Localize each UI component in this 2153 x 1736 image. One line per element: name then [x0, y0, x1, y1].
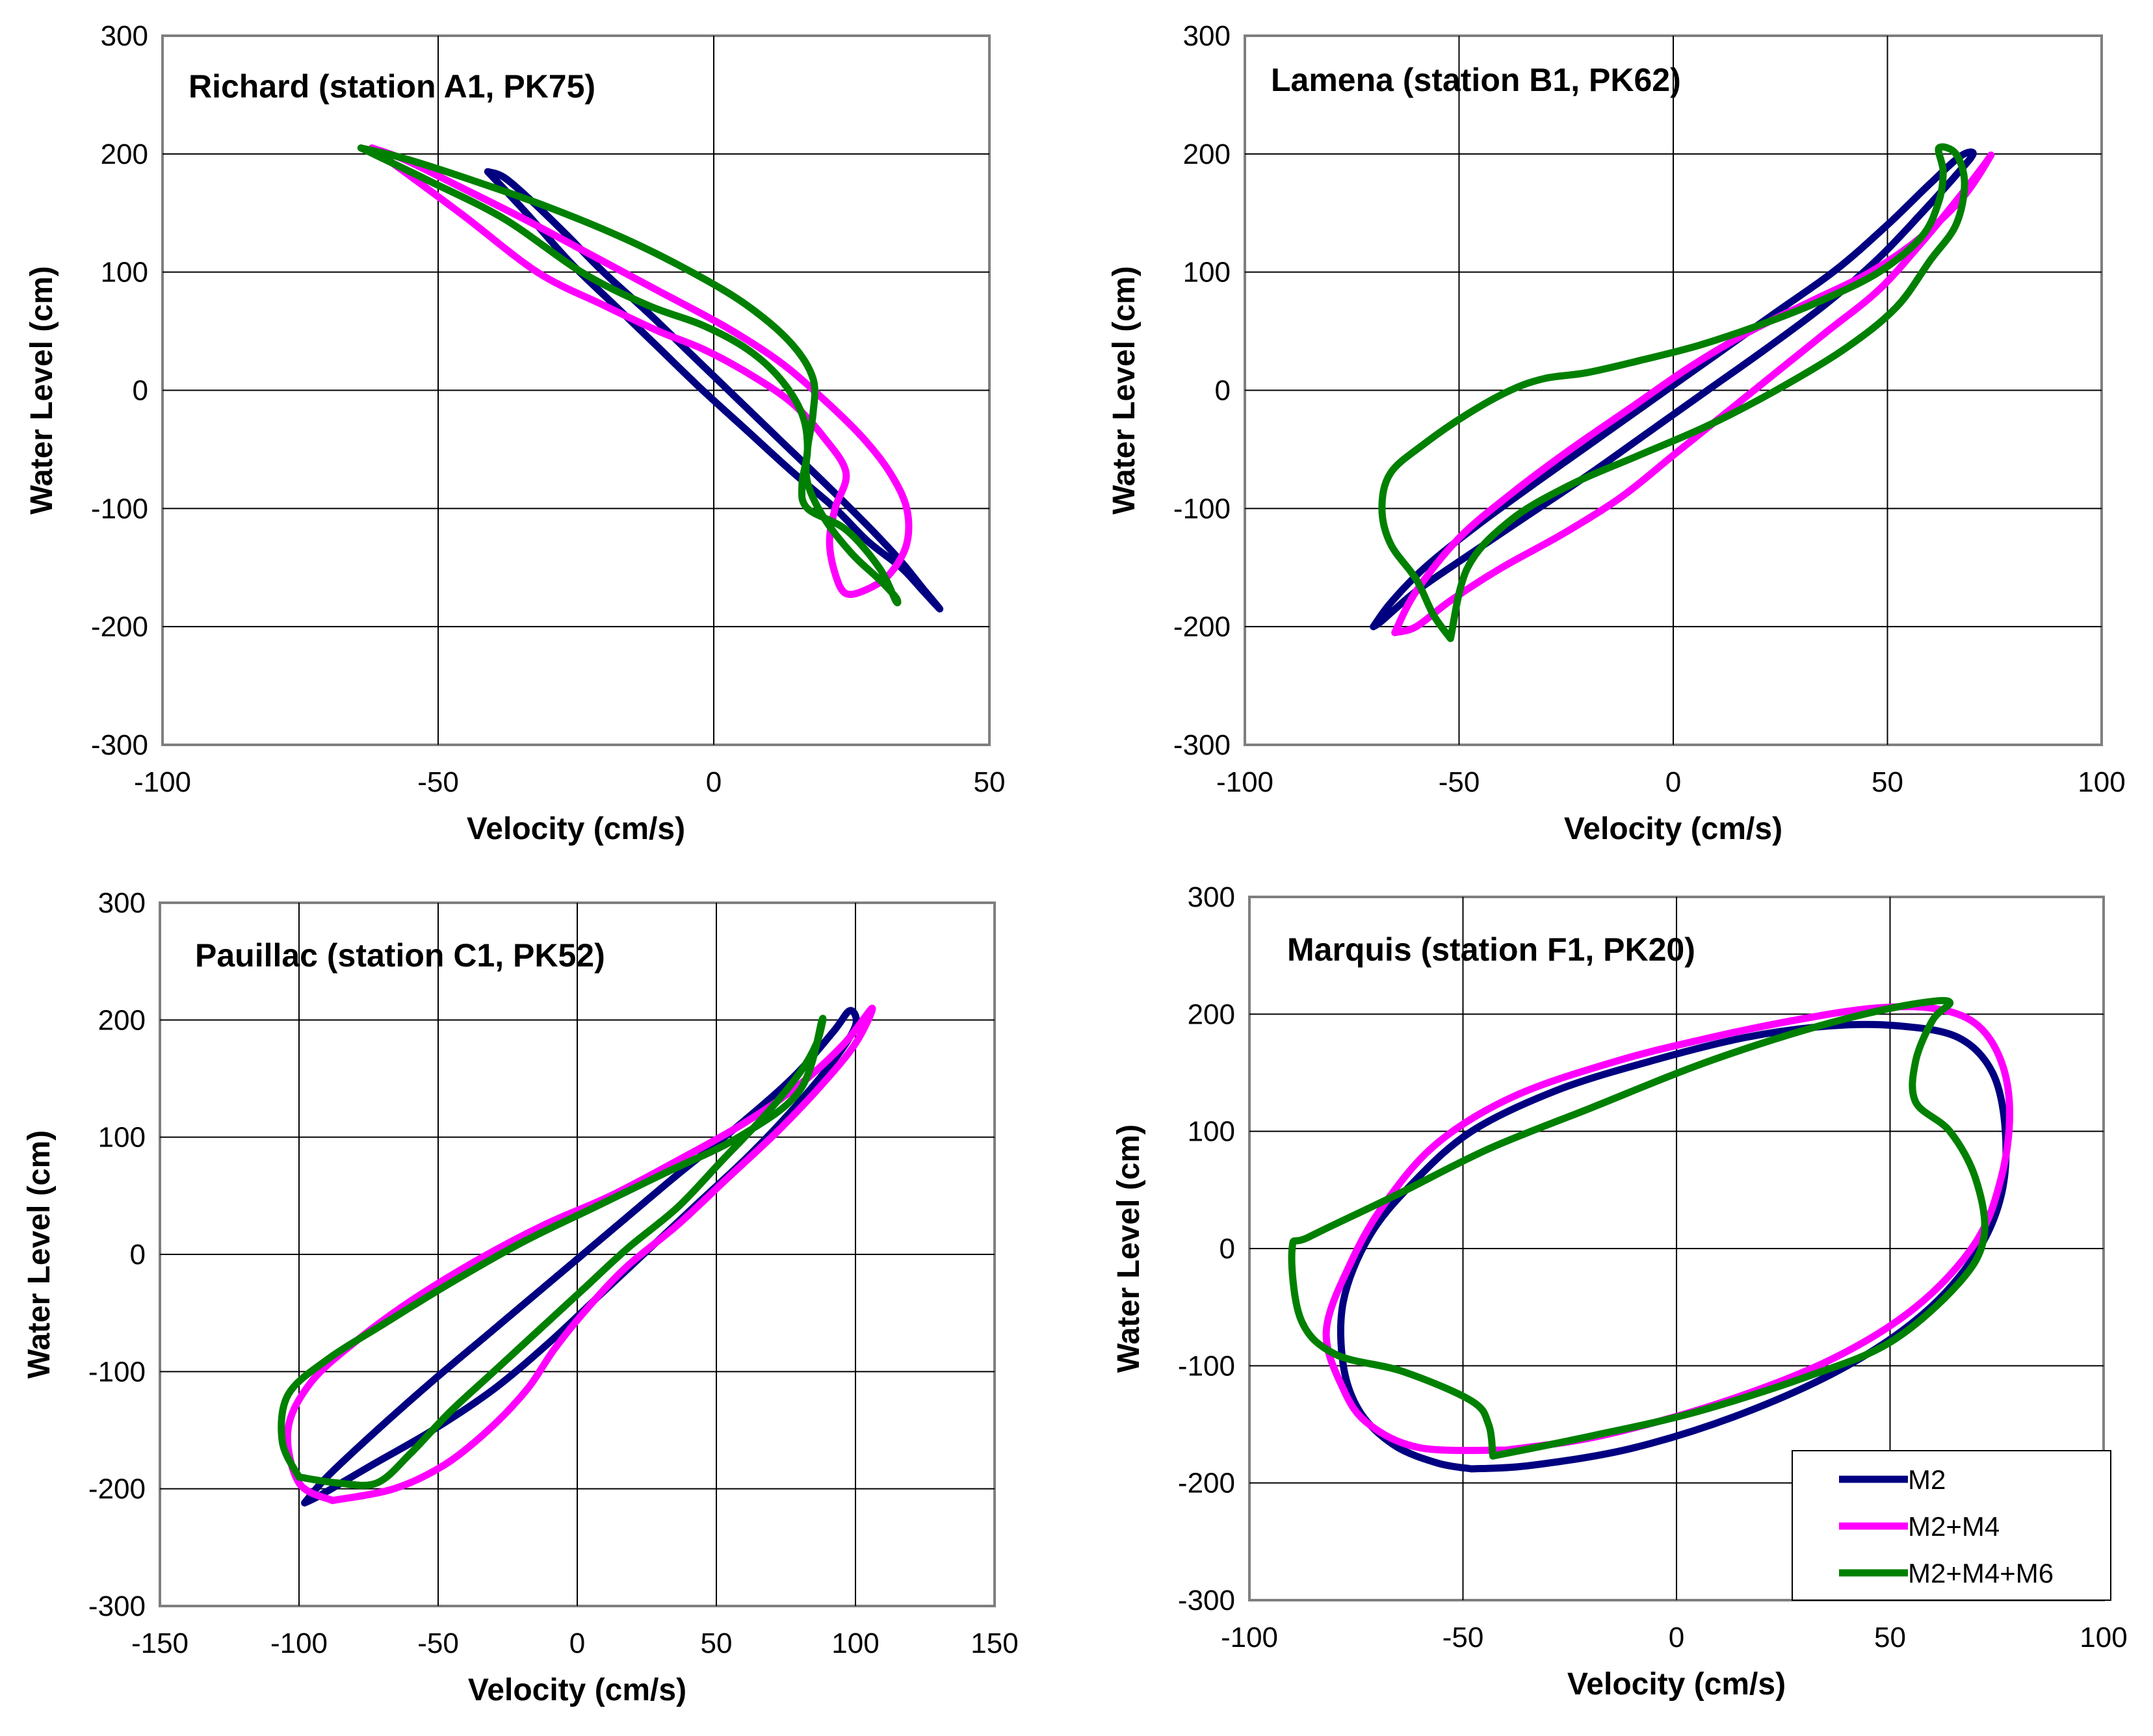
y-tick-label: 300	[98, 887, 146, 919]
series-line-m2-m4	[1322, 1003, 2013, 1455]
x-tick-label: 0	[569, 1627, 585, 1659]
y-tick-label: -300	[91, 729, 148, 761]
x-tick-label: -50	[417, 766, 459, 798]
y-tick-label: -100	[88, 1356, 146, 1388]
x-tick-label: -100	[134, 766, 191, 798]
y-axis-title: Water Level (cm)	[22, 1130, 57, 1379]
x-tick-label: 150	[971, 1627, 1018, 1659]
series-line-m2-m4	[368, 144, 913, 599]
panel-2: -100 -50 0 50 100 -300 -200 -100 0 100 200 300 Veloc…	[1107, 20, 2126, 846]
y-tick-label: -200	[88, 1473, 146, 1505]
y-tick-label: 100	[101, 257, 148, 289]
x-tick-label: -50	[1442, 1622, 1484, 1653]
y-tick-label: -100	[1173, 493, 1231, 525]
x-tick-label: 100	[2080, 1622, 2127, 1653]
y-tick-label: 200	[98, 1004, 146, 1036]
y-tick-label: 300	[1188, 881, 1235, 913]
x-tick-label: 100	[831, 1627, 879, 1659]
y-tick-label: 0	[130, 1239, 146, 1271]
y-axis-title: Water Level (cm)	[1107, 266, 1142, 514]
y-tick-label: 300	[1183, 20, 1231, 52]
y-tick-label: 100	[1183, 257, 1231, 289]
legend: M2 M2+M4 M2+M4+M6	[1792, 1450, 2111, 1601]
series-line-m2	[484, 168, 944, 613]
x-tick-label: 50	[1872, 766, 1903, 798]
series-line-m2-m4-m6	[1378, 143, 1968, 642]
legend-label: M2	[1908, 1464, 1946, 1495]
x-tick-label: -150	[131, 1627, 189, 1659]
x-tick-label: -50	[417, 1627, 459, 1659]
y-tick-label: -100	[1178, 1350, 1235, 1382]
x-tick-label: 0	[1669, 1622, 1684, 1653]
series-line-m2-m4-m6	[357, 144, 902, 606]
series-line-m2-m4-m6	[1288, 996, 1989, 1460]
y-tick-label: -300	[1173, 729, 1231, 761]
x-axis-title: Velocity (cm/s)	[468, 1673, 686, 1707]
x-tick-label: -50	[1439, 766, 1480, 798]
panel-title: Marquis (station F1, PK20)	[1287, 931, 1695, 968]
series-line-m2-m4-m6	[278, 1015, 827, 1489]
y-tick-label: 200	[1188, 998, 1235, 1030]
y-tick-label: 100	[98, 1122, 146, 1154]
panel-4: -100 -50 0 50 100 -300 -200 -100 0 100 200 300 Veloc…	[1112, 881, 2128, 1702]
y-tick-label: 200	[101, 138, 148, 170]
y-tick-label: -300	[1178, 1585, 1235, 1616]
series-line-m2-m4	[1391, 151, 1995, 636]
x-tick-label: 100	[2078, 766, 2125, 798]
x-tick-label: -100	[1221, 1622, 1278, 1653]
y-tick-label: 0	[1220, 1233, 1235, 1265]
y-tick-label: -300	[88, 1590, 146, 1622]
y-tick-label: 300	[101, 20, 148, 52]
y-axis-title: Water Level (cm)	[25, 266, 59, 514]
panel-title: Lamena (station B1, PK62)	[1271, 62, 1681, 98]
series-line-m2	[1370, 148, 1977, 630]
x-tick-label: 50	[974, 766, 1006, 798]
x-tick-label: -100	[1216, 766, 1273, 798]
legend-label: M2+M4	[1908, 1511, 2000, 1542]
y-tick-label: 200	[1183, 138, 1231, 170]
x-tick-label: 0	[1665, 766, 1681, 798]
panel-3: -150 -100 -50 0 50 100 150 -300 -200 -100 0 100 200 3…	[22, 887, 1019, 1707]
y-tick-label: -100	[91, 493, 148, 525]
x-tick-label: 0	[706, 766, 722, 798]
y-tick-label: 0	[133, 375, 148, 407]
x-tick-label: 50	[1874, 1622, 1906, 1653]
panel-1: -100 -50 0 50 -300 -200 -100 0 100 200 300 Velocity…	[25, 20, 1005, 846]
x-axis-title: Velocity (cm/s)	[1564, 812, 1782, 846]
panel-title: Pauillac (station C1, PK52)	[195, 937, 605, 974]
panel-title: Richard (station A1, PK75)	[189, 68, 595, 105]
legend-label: M2+M4+M6	[1908, 1558, 2054, 1588]
y-tick-label: -200	[91, 611, 148, 643]
x-tick-label: 50	[701, 1627, 733, 1659]
series-line-m2	[1337, 1020, 2010, 1473]
y-axis-title: Water Level (cm)	[1112, 1124, 1146, 1373]
x-axis-title: Velocity (cm/s)	[467, 812, 685, 846]
x-tick-label: -100	[270, 1627, 328, 1659]
y-tick-label: -200	[1178, 1468, 1235, 1499]
x-axis-title: Velocity (cm/s)	[1567, 1667, 1786, 1702]
y-tick-label: 100	[1188, 1116, 1235, 1148]
y-tick-label: 0	[1215, 375, 1231, 407]
y-tick-label: -200	[1173, 611, 1231, 643]
